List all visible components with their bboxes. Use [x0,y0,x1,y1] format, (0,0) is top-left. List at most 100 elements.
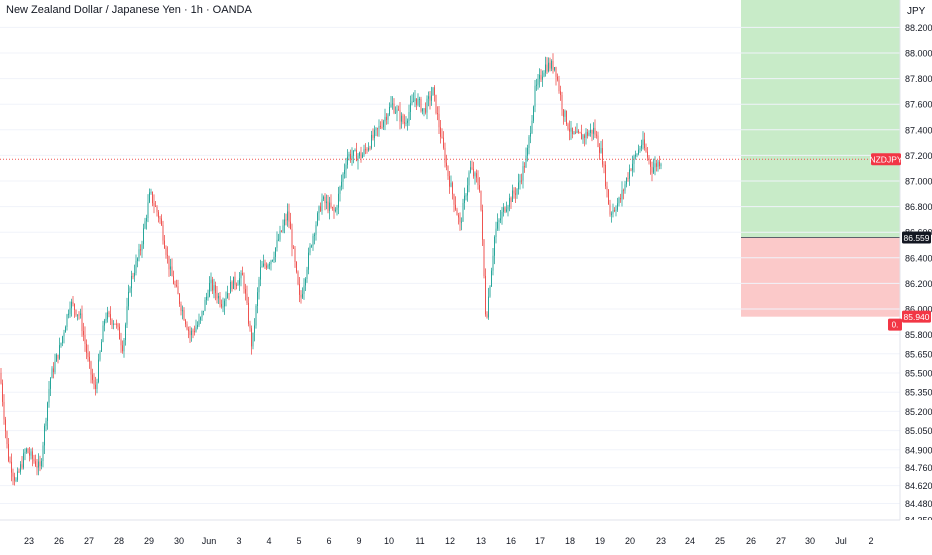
candle-body [294,248,296,262]
price-tick-label: 85.650 [905,349,932,359]
candle-body [195,327,197,332]
candle-body [14,476,15,481]
candle-body [263,263,264,267]
candle-body [210,279,212,284]
candle-body [512,190,513,202]
time-axis[interactable]: 23 26 27 28 29 30 Jun 3 4 5 6 9 10 11 12 13 16 17 18 19 20 23… [0,519,932,550]
candle-body [225,297,227,301]
candle-body [501,211,503,219]
candle-body [117,323,119,327]
candle-body [374,129,375,139]
candle-body [258,279,260,293]
date-tick-label: Jun [202,536,217,546]
candle-body [411,101,413,104]
date-tick-label: 9 [356,536,361,546]
candle-body [284,219,285,226]
candle-body [543,72,545,77]
currency-label: JPY [907,6,926,17]
candle-body [236,284,237,286]
stop-tag-label: 0. [892,321,899,330]
candle-body [36,465,38,468]
candle-body [309,246,311,253]
target-zone [741,0,900,238]
candle-body [35,461,36,466]
candle-body [254,325,255,333]
candle-body [618,197,620,204]
candle-body [180,303,182,311]
candle-body [257,292,258,307]
candle-body [387,114,389,120]
candle-body [278,239,279,241]
candle-body [276,239,278,248]
candle-body [290,221,291,230]
candle-body [126,306,128,325]
date-tick-label: 27 [84,536,94,546]
candle-body [626,178,627,185]
candle-body [425,108,426,113]
candle-body [485,275,486,315]
candle-body [321,199,323,211]
candle-body [186,324,188,330]
candle-body [228,293,230,295]
candle-body [401,115,402,122]
candle-body [581,132,582,140]
candle-body [308,252,309,270]
candle-body [444,147,446,163]
candle-body [17,471,18,480]
candle-body [90,361,92,375]
candle-body [15,479,17,481]
candle-body [303,285,305,294]
candle-body [540,74,542,80]
candle-body [39,461,41,467]
candle-body [177,286,179,295]
candle-body [567,124,569,129]
candle-body [176,285,177,287]
candle-body [551,61,552,69]
candle-body [89,356,90,362]
candle-body [96,382,98,390]
candle-body [120,339,122,346]
candle-body [317,213,318,225]
price-tick-label: 86.400 [905,253,932,263]
candle-body [222,306,224,308]
candle-body [417,98,419,105]
symbol-title: New Zealand Dollar / Japanese Yen · 1h ·… [6,4,252,16]
candle-body [62,336,63,343]
candle-body [249,323,251,329]
candle-body [578,130,579,133]
date-tick-label: 11 [415,536,424,546]
candle-body [20,464,21,472]
candle-body [215,285,216,294]
candle-body [645,147,647,152]
candle-body [95,384,96,390]
price-axis[interactable]: JPY 88.200 88.000 87.800 87.600 87.400 87.200 8… [899,0,932,550]
candle-body [191,330,192,336]
candle-body [305,278,306,286]
candle-body [356,149,357,161]
candle-body [350,153,351,160]
candle-body [48,388,50,403]
candle-body [489,286,491,297]
candle-body [419,98,420,100]
price-tick-label: 88.000 [905,49,932,59]
candle-body [564,110,566,117]
date-tick-label: 23 [656,536,666,546]
candle-body [158,212,159,218]
candle-body [143,228,144,245]
candle-body [197,325,198,328]
candle-body [113,323,114,325]
candle-body [87,352,89,357]
candle-body [513,190,515,194]
candle-body [611,213,612,215]
date-tick-label: 13 [476,536,486,546]
candle-body [207,296,209,298]
candle-body [515,193,516,195]
candle-body [653,167,654,173]
candle-body [504,207,506,212]
candle-body [471,167,473,169]
candle-body [318,206,320,214]
time-axis-bg [0,520,932,550]
candle-body [98,359,99,383]
